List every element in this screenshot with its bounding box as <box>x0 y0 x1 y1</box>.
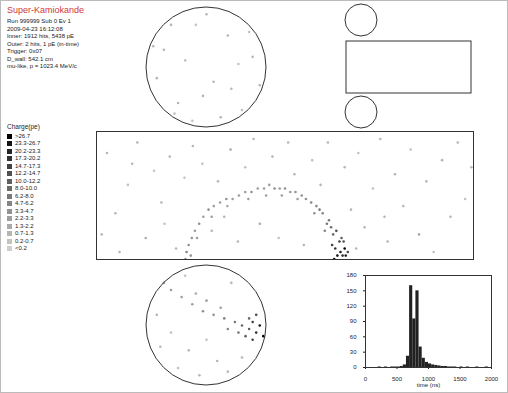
html-text:<0.2: <0.2 <box>15 245 27 251</box>
html-text:mu-like, p = 1023.4 MeV/c: mu-like, p = 1023.4 MeV/c <box>7 63 77 69</box>
svg-text:500: 500 <box>392 376 403 382</box>
html-text:4.7-6.2: 4.7-6.2 <box>15 200 34 206</box>
html-text:0.7-1.3: 0.7-1.3 <box>15 230 34 236</box>
svg-text:120: 120 <box>346 303 357 309</box>
html-text:20.2-23.3: 20.2-23.3 <box>15 147 41 154</box>
svg-text:0: 0 <box>364 376 368 382</box>
html-text:D_wall: 542.1 cm: D_wall: 542.1 cm <box>7 55 53 62</box>
html-text:17.3-20.2: 17.3-20.2 <box>15 155 41 161</box>
html-text:12.2-14.7: 12.2-14.7 <box>15 170 41 176</box>
html-text:>26.7: >26.7 <box>15 132 31 139</box>
html-text:6.2-8.0: 6.2-8.0 <box>15 192 34 199</box>
html-text:8.0-10.0: 8.0-10.0 <box>15 185 37 191</box>
html-text:1.3-2.2: 1.3-2.2 <box>15 222 34 229</box>
html-text:Inner: 1912 hits, 5438 pE: Inner: 1912 hits, 5438 pE <box>7 33 75 39</box>
svg-text:180: 180 <box>346 272 357 278</box>
html-text:3.3-4.7: 3.3-4.7 <box>15 207 34 214</box>
svg-text:30: 30 <box>350 349 357 355</box>
html-text:Super-Kamiokande: Super-Kamiokande <box>7 5 84 15</box>
svg-text:1000: 1000 <box>421 375 436 382</box>
html-text:Run 999999 Sub 0 Ev 1: Run 999999 Sub 0 Ev 1 <box>7 18 71 24</box>
html-text:Charge(pe): Charge(pe) <box>7 123 40 130</box>
html-text:0.2-0.7: 0.2-0.7 <box>15 237 34 244</box>
svg-text:0: 0 <box>353 364 357 370</box>
svg-text:time (ns): time (ns) <box>417 382 440 388</box>
svg-text:2000: 2000 <box>485 376 499 382</box>
html-text:2009-04-23 16:12:08: 2009-04-23 16:12:08 <box>7 25 63 32</box>
html-text:2.2-3.3: 2.2-3.3 <box>15 215 34 221</box>
html-text:10.0-12.2: 10.0-12.2 <box>15 177 41 184</box>
svg-text:60: 60 <box>350 334 357 340</box>
html-text:14.7-17.3: 14.7-17.3 <box>15 162 41 169</box>
svg-text:90: 90 <box>350 318 357 324</box>
svg-text:150: 150 <box>346 288 357 294</box>
svg-text:1500: 1500 <box>453 376 467 382</box>
html-text:Trigger: 0x07: Trigger: 0x07 <box>7 48 43 54</box>
html-text:23.3-26.7: 23.3-26.7 <box>15 140 41 146</box>
html-text:Outer: 2 hits, 1 pE (in-time): Outer: 2 hits, 1 pE (in-time) <box>7 40 79 47</box>
